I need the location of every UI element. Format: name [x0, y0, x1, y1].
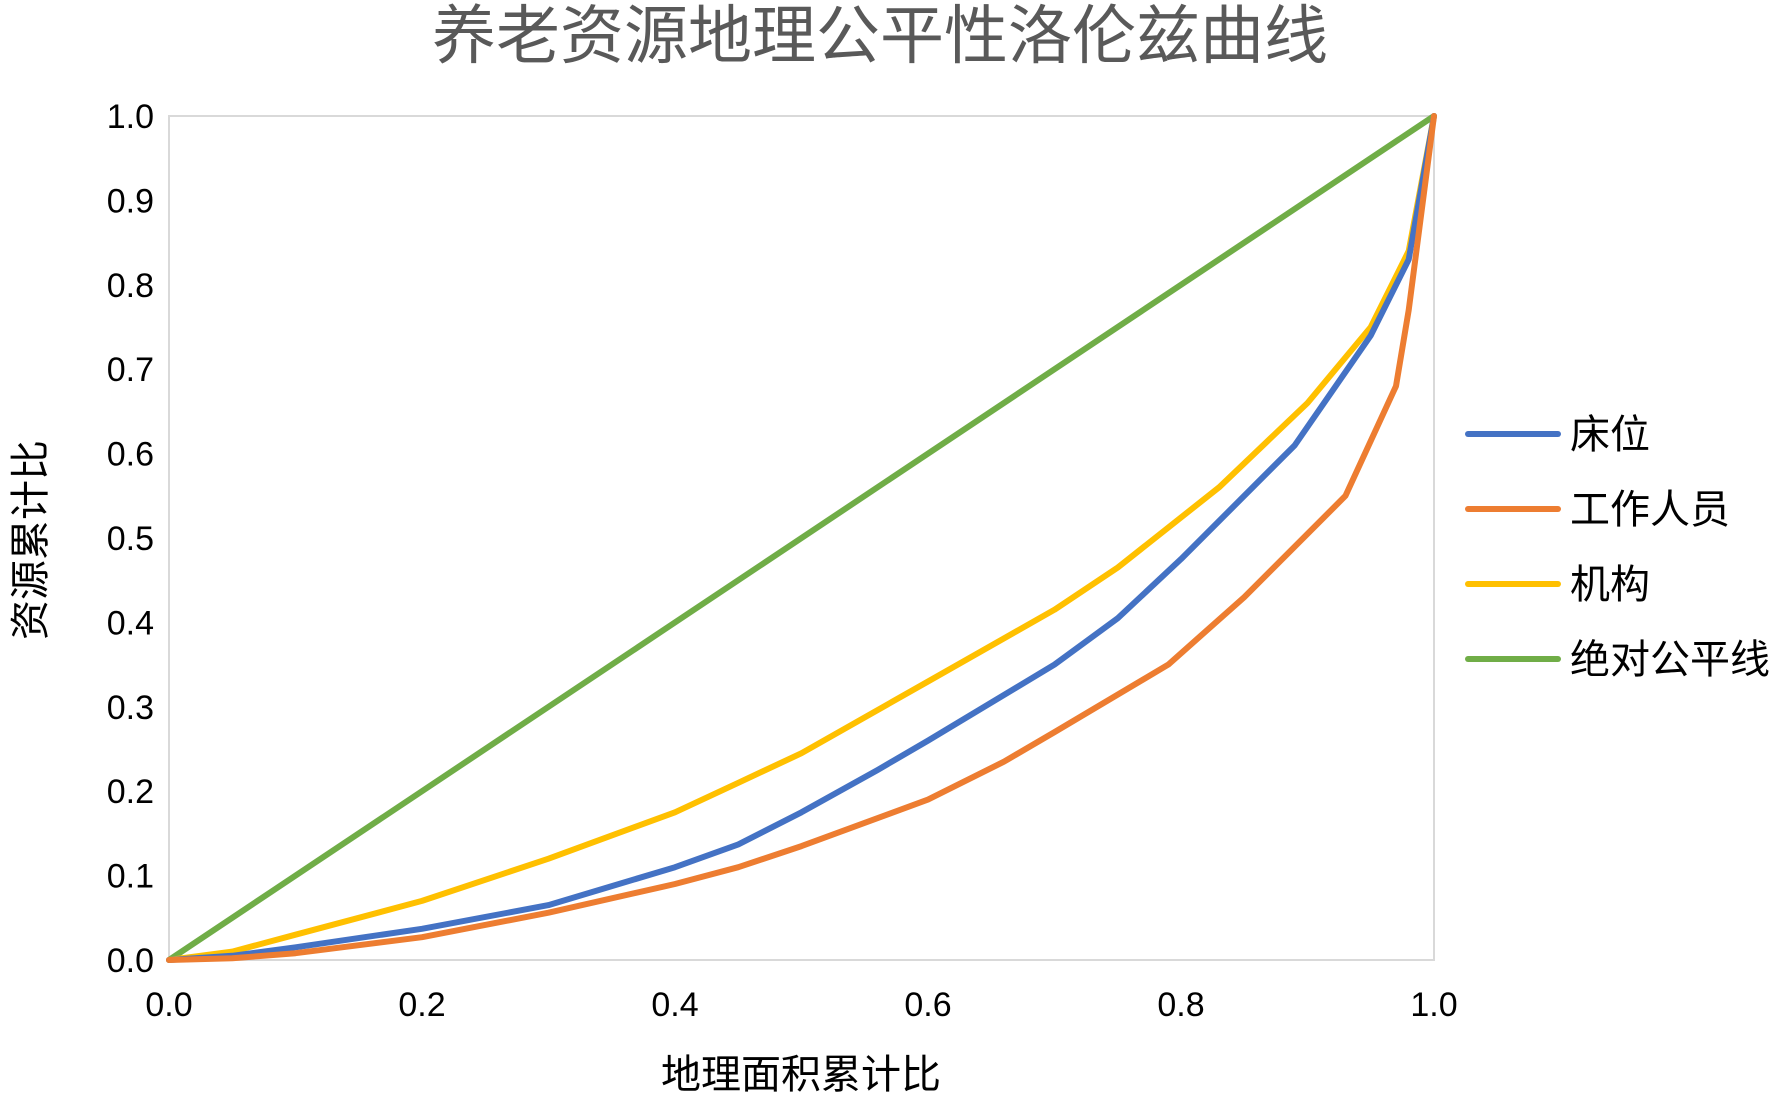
series-layer [166, 113, 1437, 963]
y-tick-label: 0.0 [107, 942, 154, 980]
x-tick-label: 0.0 [145, 986, 192, 1024]
y-tick-label: 0.1 [107, 858, 154, 896]
y-tick-label: 0.7 [107, 351, 154, 389]
y-tick-label: 0.5 [107, 520, 154, 558]
series-line-0 [166, 113, 1437, 963]
legend-label: 绝对公平线 [1570, 637, 1770, 683]
series-line-1 [166, 113, 1437, 963]
y-tick-label: 0.6 [107, 436, 154, 474]
legend-label: 床位 [1570, 412, 1650, 458]
x-tick-label: 0.4 [651, 986, 698, 1024]
y-tick-label: 0.9 [107, 182, 154, 220]
y-tick-labels: 0.0 0.1 0.2 0.3 0.4 0.5 0.6 0.7 0.8 0.9 1.0 [107, 98, 154, 980]
y-tick-label: 0.2 [107, 773, 154, 811]
x-tick-label: 1.0 [1410, 986, 1457, 1024]
plot-area-frame [168, 115, 1435, 961]
chart-title: 养老资源地理公平性洛伦兹曲线 [432, 0, 1328, 74]
series-line-2 [166, 113, 1437, 963]
series-line-3 [166, 113, 1437, 963]
x-tick-label: 0.6 [904, 986, 951, 1024]
x-tick-label: 0.8 [1157, 986, 1204, 1024]
x-axis-title: 地理面积累计比 [661, 1052, 941, 1095]
y-tick-label: 1.0 [107, 98, 154, 136]
y-tick-label: 0.8 [107, 267, 154, 305]
y-axis-title: 资源累计比 [8, 440, 54, 640]
x-tick-labels: 0.0 0.2 0.4 0.6 0.8 1.0 [145, 986, 1457, 1024]
y-tick-label: 0.4 [107, 604, 154, 642]
x-tick-label: 0.2 [398, 986, 445, 1024]
legend-label: 机构 [1570, 562, 1650, 608]
legend-label: 工作人员 [1570, 487, 1730, 533]
y-tick-label: 0.3 [107, 689, 154, 727]
